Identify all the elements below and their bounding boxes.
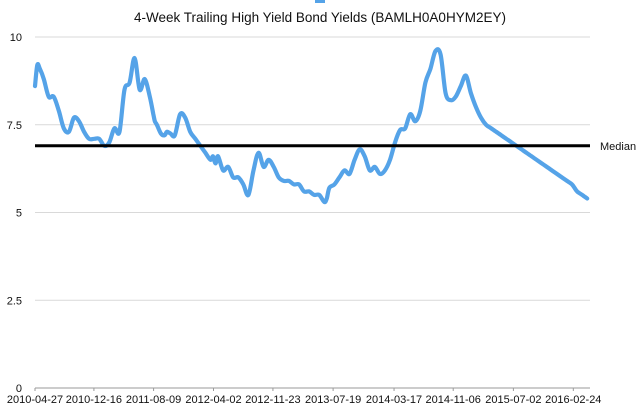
legend-swatch [315, 0, 325, 3]
y-axis-ticks: 0 2.5 5 7.5 10 [7, 32, 22, 395]
x-tick-label: 2015-07-02 [485, 394, 541, 406]
y-tick-label: 0 [16, 383, 22, 395]
gridlines [35, 36, 590, 301]
x-tick-label: 2010-04-27 [7, 394, 63, 406]
x-axis-ticks: 2010-04-27 2010-12-16 2011-08-09 2012-04-02… [7, 388, 601, 406]
yield-series-line [32, 47, 590, 205]
x-tick-label: 2013-07-19 [305, 394, 361, 406]
x-tick-label: 2012-11-23 [245, 394, 300, 406]
y-tick-label: 5 [16, 208, 22, 220]
x-tick-label: 2016-02-24 [545, 394, 601, 406]
x-tick-label: 2011-08-09 [126, 394, 181, 406]
median-label: Median [600, 141, 636, 153]
y-tick-label: 2.5 [7, 295, 22, 307]
x-tick-label: 2012-04-02 [185, 394, 241, 406]
y-tick-label: 10 [10, 32, 22, 44]
chart-title: 4-Week Trailing High Yield Bond Yields (… [134, 10, 506, 25]
x-tick-label: 2014-03-17 [366, 394, 422, 406]
x-tick-label: 2010-12-16 [66, 394, 122, 406]
y-tick-label: 7.5 [7, 120, 22, 132]
x-tick-label: 2014-11-06 [425, 394, 480, 406]
